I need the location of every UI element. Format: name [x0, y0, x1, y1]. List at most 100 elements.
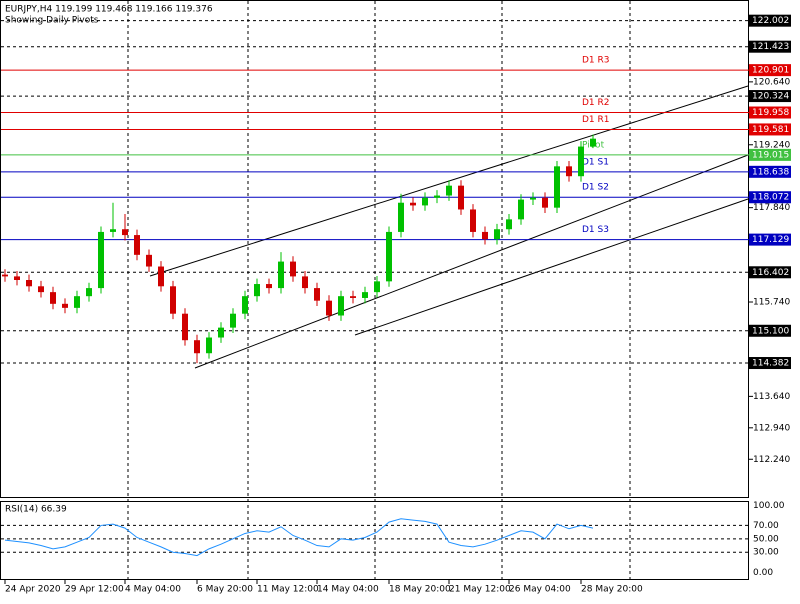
candle-body	[422, 197, 428, 206]
pivot-box	[749, 165, 791, 178]
candle-body	[74, 296, 80, 308]
pivot-name: D1 S2	[582, 183, 609, 193]
pivot-value: 119.581	[752, 125, 789, 135]
candle-body	[446, 185, 452, 196]
candle-body	[122, 229, 128, 236]
candle-body	[386, 231, 392, 282]
level-label: 116.402	[752, 268, 789, 278]
candle-body	[146, 254, 152, 267]
candle-body	[230, 313, 236, 328]
y-tick-label: 119.240	[753, 140, 790, 150]
pivot-box	[749, 64, 791, 77]
candle-body	[470, 209, 476, 232]
x-tick-label: 18 May 20:00	[389, 585, 451, 595]
pivot-name: D1 R3	[582, 56, 610, 66]
pivot-name: D1 S1	[582, 157, 609, 167]
level-label: 121.423	[752, 42, 789, 52]
level-label: 114.382	[752, 359, 789, 369]
candle-body	[506, 219, 512, 230]
candle-body	[134, 235, 140, 255]
chart-title: EURJPY,H4 119.199 119.468 119.166 119.37…	[5, 5, 213, 15]
level-box	[749, 40, 791, 53]
candle-body	[410, 202, 416, 206]
candle-body	[590, 138, 596, 147]
x-tick-label: 29 Apr 12:00	[65, 585, 124, 595]
y-tick-label: 113.640	[753, 392, 790, 402]
pivot-value: 118.072	[752, 193, 789, 203]
candle-body	[530, 197, 536, 200]
rsi-tick-label: 50.00	[753, 534, 779, 544]
pivot-name: D1 S3	[582, 225, 609, 235]
level-label: 122.002	[752, 16, 789, 26]
candle-body	[542, 197, 548, 208]
candle-body	[302, 276, 308, 289]
x-tick-label: 26 May 04:00	[509, 585, 571, 595]
level-box	[749, 357, 791, 370]
pivot-box	[749, 148, 791, 161]
y-tick-label: 112.240	[753, 455, 790, 465]
channel-line	[194, 154, 749, 369]
rsi-tick-label: 0.00	[753, 568, 773, 578]
candle-body	[434, 195, 440, 198]
level-box	[749, 324, 791, 337]
candle-body	[194, 340, 200, 354]
x-tick-label: 24 Apr 2020	[5, 585, 61, 595]
pivot-value: 117.129	[752, 235, 789, 245]
pivot-box	[749, 106, 791, 119]
level-box	[749, 266, 791, 279]
candle-body	[254, 284, 260, 297]
candle-body	[278, 261, 284, 289]
pivot-value: 120.901	[752, 66, 789, 76]
candle-body	[38, 286, 44, 293]
candle-body	[110, 229, 116, 232]
y-tick-label: 117.840	[753, 203, 790, 213]
candle-body	[458, 185, 464, 210]
level-box	[749, 90, 791, 103]
rsi-tick-label: 100.00	[753, 501, 785, 511]
candle-body	[26, 280, 32, 287]
candle-body	[98, 231, 104, 289]
pivot-name: D1 R1	[582, 115, 610, 125]
channel-line	[354, 198, 749, 336]
candle-body	[50, 292, 56, 304]
candle-body	[566, 166, 572, 177]
candle-body	[182, 313, 188, 341]
y-tick-label: 112.940	[753, 423, 790, 433]
candle-body	[266, 284, 272, 289]
pivot-box	[749, 233, 791, 246]
x-tick-label: 21 May 12:00	[449, 585, 511, 595]
candle-body	[350, 296, 356, 298]
level-label: 120.324	[752, 92, 789, 102]
y-tick-label: 115.740	[753, 298, 790, 308]
pivot-box	[749, 123, 791, 136]
candle-body	[482, 231, 488, 240]
candle-body	[338, 296, 344, 316]
candle-body	[314, 288, 320, 301]
x-tick-label: 11 May 12:00	[257, 585, 319, 595]
candle-body	[494, 229, 500, 240]
candle-body	[578, 146, 584, 177]
candle-body	[374, 281, 380, 293]
candle-body	[242, 296, 248, 314]
candle-body	[398, 202, 404, 232]
candle-body	[218, 327, 224, 338]
level-box	[749, 14, 791, 27]
candle-body	[170, 286, 176, 314]
pivot-value: 118.638	[752, 167, 789, 177]
candle-body	[518, 199, 524, 220]
candle-body	[158, 266, 164, 287]
rsi-title: RSI(14) 66.39	[5, 505, 67, 515]
candle-body	[554, 166, 560, 208]
pivot-value: 119.015	[752, 150, 789, 160]
x-tick-label: 4 May 04:00	[125, 585, 181, 595]
rsi-line	[4, 518, 594, 557]
candle-body	[362, 292, 368, 298]
candle-body	[14, 276, 20, 280]
pivot-value: 119.958	[752, 108, 789, 118]
candle-body	[86, 288, 92, 297]
candle-body	[290, 261, 296, 277]
candle-body	[2, 274, 8, 277]
rsi-tick-label: 70.00	[753, 521, 779, 531]
x-tick-label: 14 May 04:00	[317, 585, 379, 595]
